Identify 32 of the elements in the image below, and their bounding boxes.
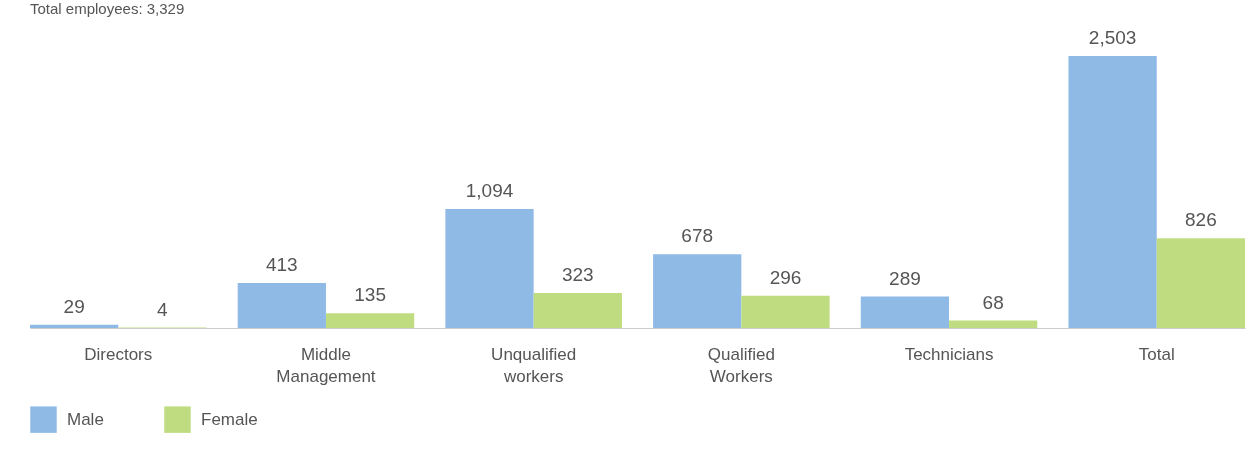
legend-label: Male xyxy=(67,409,104,429)
bar xyxy=(445,209,534,328)
bar xyxy=(533,292,622,328)
bar xyxy=(653,254,742,328)
x-tick-label: Unqualified workers xyxy=(491,344,577,386)
x-tick-label: Qualified Workers xyxy=(707,344,775,386)
bar xyxy=(1156,238,1245,328)
data-label: 678 xyxy=(681,225,714,247)
bar xyxy=(237,283,326,328)
data-label: 289 xyxy=(889,267,921,289)
bar xyxy=(1068,56,1157,328)
x-tick-label: Total xyxy=(1138,344,1175,364)
x-tick-label: Directors xyxy=(84,344,153,364)
data-label: 413 xyxy=(265,254,298,276)
data-label: 323 xyxy=(561,263,594,285)
data-label: 4 xyxy=(157,298,169,320)
bar xyxy=(325,313,415,328)
bar xyxy=(741,295,830,328)
data-label: 29 xyxy=(63,295,85,317)
data-label: 296 xyxy=(769,266,802,288)
data-label: 68 xyxy=(982,291,1004,313)
x-tick-label: Middle Management xyxy=(276,344,376,386)
x-tick-label: Technicians xyxy=(904,344,994,364)
data-label: 826 xyxy=(1185,209,1217,231)
bar xyxy=(860,296,950,328)
bar xyxy=(30,324,119,328)
data-label: 2,503 xyxy=(1088,27,1137,48)
chart-title: Total employees: 3,329 xyxy=(30,0,185,17)
bar xyxy=(949,320,1038,328)
data-label: 135 xyxy=(354,284,386,306)
data-label: 1,094 xyxy=(465,180,514,202)
legend-label: Female xyxy=(201,409,258,429)
